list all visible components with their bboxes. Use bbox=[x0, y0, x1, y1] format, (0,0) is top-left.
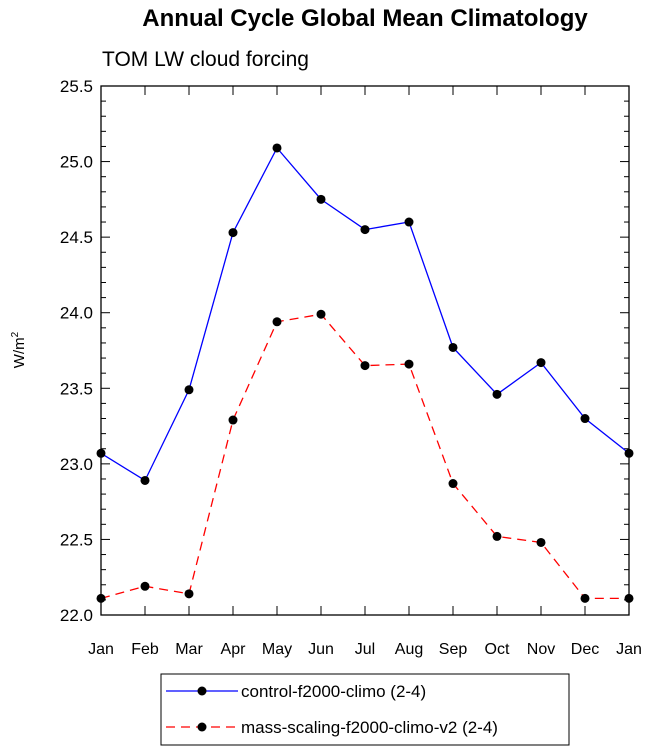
data-point bbox=[404, 217, 414, 227]
data-point bbox=[140, 475, 150, 485]
legend-marker-mass-scaling bbox=[197, 722, 207, 732]
x-tick-label: Jun bbox=[308, 641, 334, 658]
data-point bbox=[360, 225, 370, 235]
x-tick-label: Sep bbox=[439, 641, 468, 658]
chart-subtitle: TOM LW cloud forcing bbox=[102, 48, 309, 71]
data-point bbox=[96, 593, 106, 603]
data-point bbox=[316, 194, 326, 204]
data-point bbox=[448, 342, 458, 352]
x-tick-label: Apr bbox=[221, 641, 247, 658]
chart-title: Annual Cycle Global Mean Climatology bbox=[142, 5, 588, 32]
data-point bbox=[448, 479, 458, 489]
legend-label-control: control-f2000-climo (2-4) bbox=[241, 682, 426, 701]
y-tick-label: 22.5 bbox=[60, 530, 93, 549]
x-tick-label: Jul bbox=[355, 641, 375, 658]
plot-frame bbox=[100, 85, 630, 616]
y-tick-label: 25.0 bbox=[60, 153, 93, 172]
y-tick-label: 23.5 bbox=[60, 379, 93, 398]
x-tick-label: Jan bbox=[616, 641, 642, 658]
data-point bbox=[272, 317, 282, 327]
data-point bbox=[624, 593, 634, 603]
legend: control-f2000-climo (2-4) mass-scaling-f… bbox=[160, 673, 570, 746]
x-tick-label: Mar bbox=[175, 641, 203, 658]
data-point bbox=[360, 361, 370, 371]
x-tick-label: Aug bbox=[395, 641, 423, 658]
y-tick-label: 24.0 bbox=[60, 304, 93, 323]
x-tick-label: May bbox=[262, 641, 292, 658]
legend-label-mass-scaling: mass-scaling-f2000-climo-v2 (2-4) bbox=[241, 718, 498, 737]
data-point bbox=[96, 448, 106, 458]
data-point bbox=[624, 448, 634, 458]
data-point bbox=[536, 358, 546, 368]
y-tick-label: 22.0 bbox=[60, 606, 93, 625]
y-tick-label: 23.0 bbox=[60, 455, 93, 474]
y-tick-label: 25.5 bbox=[60, 77, 93, 96]
data-point bbox=[404, 359, 414, 369]
series-layer bbox=[96, 143, 634, 603]
series-line-1 bbox=[100, 313, 629, 600]
data-point bbox=[184, 589, 194, 599]
legend-box bbox=[160, 673, 570, 746]
data-point bbox=[316, 309, 326, 319]
x-axis: Jan Feb Mar Apr May Jun Jul Aug Sep Oct Nov Dec Jan bbox=[88, 86, 642, 658]
y-tick-label: 24.5 bbox=[60, 228, 93, 247]
x-tick-label: Feb bbox=[131, 641, 159, 658]
data-point bbox=[492, 389, 502, 399]
data-point bbox=[228, 415, 238, 425]
data-point bbox=[228, 228, 238, 238]
data-point bbox=[580, 414, 590, 424]
series-line-0 bbox=[100, 146, 630, 482]
data-point bbox=[184, 385, 194, 395]
x-tick-label: Nov bbox=[527, 641, 555, 658]
x-tick-label: Oct bbox=[485, 641, 510, 658]
legend-marker-control bbox=[197, 686, 207, 696]
x-tick-label: Dec bbox=[571, 641, 599, 658]
x-tick-label: Jan bbox=[88, 641, 114, 658]
data-point bbox=[140, 581, 150, 591]
data-point bbox=[492, 531, 502, 541]
data-point bbox=[272, 143, 282, 153]
y-axis: 22.0 22.5 23.0 23.5 24.0 24.5 25.0 25.5 bbox=[60, 77, 629, 625]
data-point bbox=[536, 537, 546, 547]
y-axis-label: W/m2 bbox=[10, 331, 28, 368]
data-point bbox=[580, 593, 590, 603]
